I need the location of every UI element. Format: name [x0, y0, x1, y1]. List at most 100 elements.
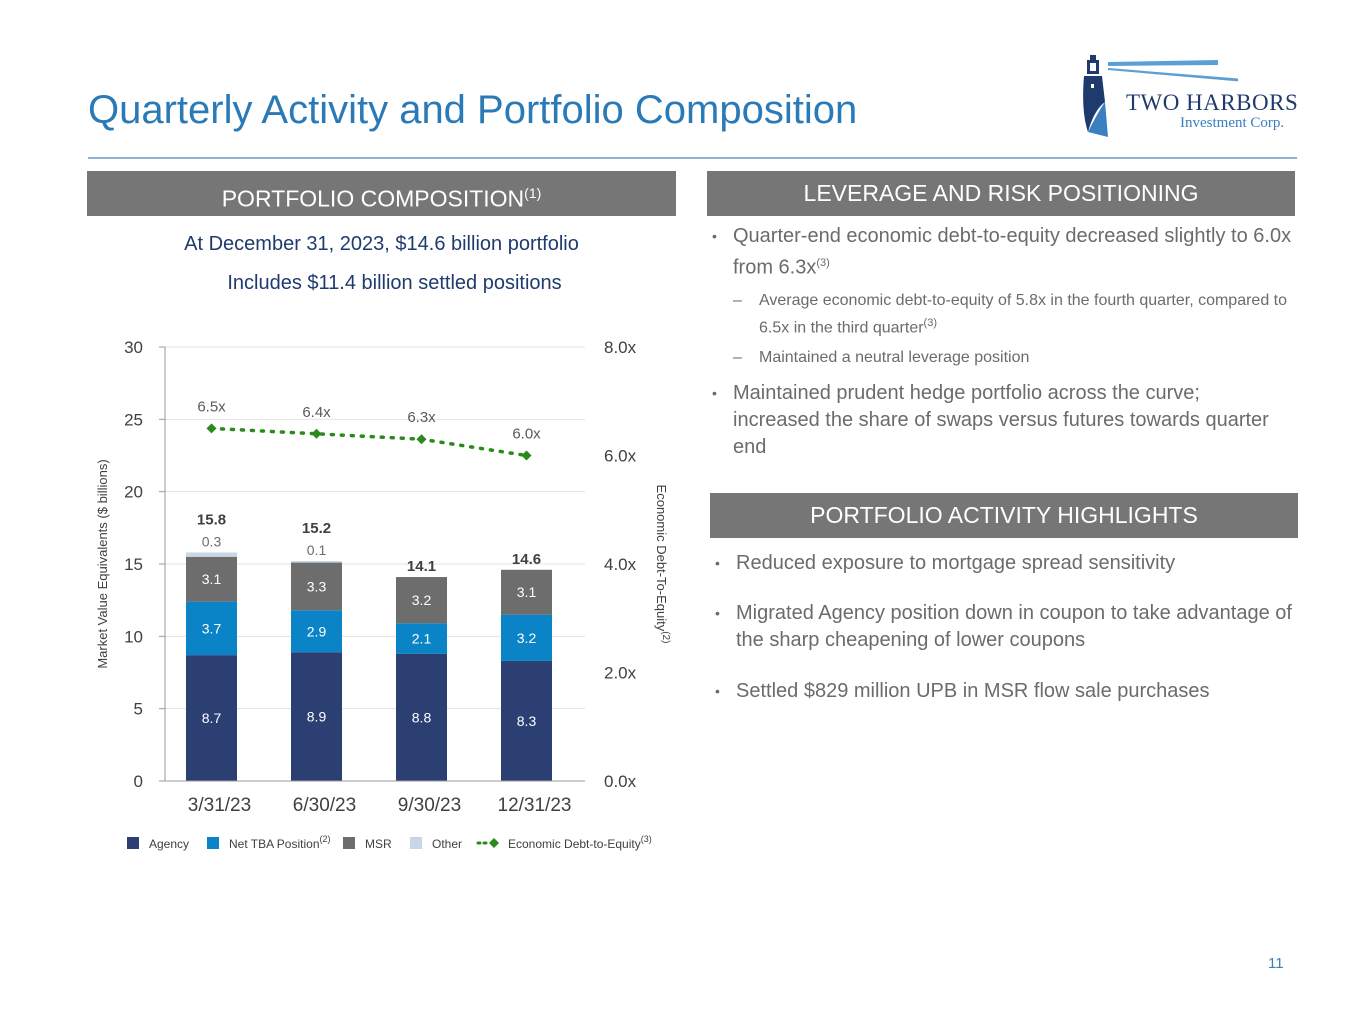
- subbullet-note: (3): [923, 317, 937, 329]
- legend-label-note: (2): [320, 834, 331, 844]
- y2-tick-label: 2.0x: [604, 664, 637, 683]
- logo-name: TWO HARBORS: [1126, 90, 1299, 115]
- bullet-dash: –: [733, 292, 742, 309]
- bar-other: [291, 561, 342, 563]
- legend-label: Other: [432, 837, 462, 851]
- legend-label-text: MSR: [365, 837, 392, 851]
- legend-swatch: [343, 837, 355, 849]
- y2-axis-title-note: (2): [660, 631, 671, 643]
- y-tick-label: 25: [124, 410, 143, 429]
- legend-label-text: Agency: [149, 837, 189, 851]
- debt-to-equity-line: [209, 426, 529, 458]
- logo-tagline: Investment Corp.: [1180, 115, 1285, 131]
- y2-tick-label: 0.0x: [604, 772, 637, 791]
- legend-label-text: Net TBA Position: [229, 837, 320, 851]
- chart-labels: 8.7 3.7 3.1 0.3 15.8 8.9 2.9 3.3 0.1 15.2 8.8 2.1 3.…: [197, 398, 541, 729]
- line-data-label: 6.4x: [302, 404, 331, 421]
- debt-to-equity-marker: [206, 423, 217, 434]
- bar-data-label: 2.1: [412, 631, 432, 647]
- bar-data-label: 8.3: [517, 713, 537, 729]
- bar-data-label: 3.2: [412, 592, 432, 608]
- subbullet-text: Maintained a neutral leverage position: [759, 349, 1030, 366]
- title-divider: [88, 157, 1297, 159]
- bullet-text: Maintained prudent hedge portfolio acros…: [733, 382, 1269, 458]
- bullet-dot: •: [712, 385, 717, 401]
- bar-msr: [396, 577, 447, 624]
- y-tick-label: 5: [134, 700, 143, 719]
- bar-net-tba-position: [186, 601, 237, 656]
- subbullet-text: Average economic debt-to-equity of 5.8x …: [759, 292, 1288, 337]
- legend-label: Agency: [149, 837, 189, 851]
- line-data-label: 6.3x: [407, 409, 436, 426]
- bar-data-label: 8.9: [307, 709, 327, 725]
- leverage-bullet-1: • Quarter-end economic debt-to-equity de…: [712, 223, 1292, 282]
- bar-data-label: 3.3: [307, 578, 327, 594]
- bullet-text: Reduced exposure to mortgage spread sens…: [736, 552, 1176, 574]
- chart-legend: Agency Net TBA Position(2) MSR Other Economi…: [127, 834, 652, 851]
- chart-line-series: [206, 423, 532, 461]
- leverage-subbullet-2: – Maintained a neutral leverage position: [733, 347, 1293, 369]
- bar-net-tba-position: [501, 614, 552, 661]
- page-number: 11: [1268, 955, 1284, 972]
- bullet-note: (3): [816, 257, 830, 269]
- y2-tick-label: 6.0x: [604, 447, 637, 466]
- leverage-subbullet-1: – Average economic debt-to-equity of 5.8…: [733, 290, 1293, 339]
- heading-text: PORTFOLIO COMPOSITION: [221, 185, 525, 212]
- portfolio-subtitle-2: Includes $11.4 billion settled positions: [227, 272, 562, 294]
- bar-agency: [186, 655, 237, 781]
- legend-marker-swatch: [489, 838, 499, 848]
- bar-msr: [186, 556, 237, 602]
- legend-label-text: Economic Debt-to-Equity: [508, 837, 641, 851]
- activity-bullet-2: • Migrated Agency position down in coupo…: [715, 600, 1295, 654]
- legend-label-note: (3): [641, 834, 652, 844]
- legend-swatch: [207, 837, 219, 849]
- bullet-dot: •: [715, 683, 720, 699]
- y-tick-label: 30: [124, 338, 143, 357]
- bullet-dot: •: [715, 605, 720, 621]
- line-data-label: 6.0x: [512, 426, 541, 443]
- bullet-text: Settled $829 million UPB in MSR flow sal…: [736, 680, 1210, 702]
- heading-note: (1): [524, 185, 542, 201]
- bar-data-label: 8.7: [202, 710, 222, 726]
- legend-label: MSR: [365, 837, 392, 851]
- bullet-dash: –: [733, 349, 742, 366]
- y-tick-label: 0: [134, 772, 143, 791]
- activity-bullet-3: • Settled $829 million UPB in MSR flow s…: [715, 678, 1295, 705]
- page-title: Quarterly Activity and Portfolio Composi…: [88, 88, 858, 132]
- debt-to-equity-marker: [521, 450, 532, 461]
- x-tick-label: 3/31/23: [188, 795, 251, 816]
- bar-msr: [501, 569, 552, 615]
- bar-agency: [396, 653, 447, 781]
- bar-net-tba-position: [291, 610, 342, 653]
- bar-net-tba-position: [396, 623, 447, 654]
- bar-data-label: 0.3: [202, 533, 222, 549]
- portfolio-composition-chart: 0 5 10 15 20 25 30 0.0x 2.0x 4.0x 6.0x 8.0x Market V…: [95, 338, 671, 851]
- activity-heading: PORTFOLIO ACTIVITY HIGHLIGHTS: [710, 493, 1298, 538]
- bar-data-label: 3.7: [202, 620, 222, 636]
- legend-swatch: [127, 837, 139, 849]
- legend-swatch: [410, 837, 422, 849]
- x-tick-label: 6/30/23: [293, 795, 356, 816]
- bar-data-label: 8.8: [412, 709, 432, 725]
- bar-data-label: 3.1: [202, 571, 222, 587]
- y-tick-label: 15: [124, 555, 143, 574]
- bar-total-label: 14.6: [512, 551, 541, 568]
- legend-label: Economic Debt-to-Equity(3): [508, 834, 652, 851]
- portfolio-subtitle-1: At December 31, 2023, $14.6 billion port…: [184, 233, 579, 255]
- chart-bars: [186, 552, 552, 781]
- bar-total-label: 15.8: [197, 511, 226, 528]
- portfolio-composition-heading: PORTFOLIO COMPOSITION(1): [87, 171, 676, 216]
- y2-tick-label: 8.0x: [604, 338, 637, 357]
- bar-msr: [291, 562, 342, 611]
- legend-label-text: Other: [432, 837, 462, 851]
- bar-agency: [501, 660, 552, 781]
- y2-axis-title-text: Economic Debt-To-Equity: [654, 485, 669, 632]
- bar-data-label: 0.1: [307, 542, 327, 558]
- bar-data-label: 3.1: [517, 584, 537, 600]
- x-tick-label: 9/30/23: [398, 795, 461, 816]
- bar-data-label: 2.9: [307, 623, 327, 639]
- chart-axes: 0 5 10 15 20 25 30 0.0x 2.0x 4.0x 6.0x 8.0x Market V…: [95, 338, 671, 816]
- activity-bullet-1: • Reduced exposure to mortgage spread se…: [715, 550, 1295, 577]
- bar-total-label: 14.1: [407, 558, 436, 575]
- lighthouse-logo-icon: [1083, 55, 1238, 137]
